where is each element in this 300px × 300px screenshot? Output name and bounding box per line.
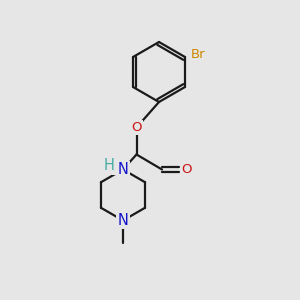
Text: Br: Br [190,48,205,61]
Text: H: H [104,158,115,173]
Text: N: N [118,162,128,177]
Text: O: O [182,163,192,176]
Text: N: N [118,213,128,228]
Text: O: O [131,121,142,134]
